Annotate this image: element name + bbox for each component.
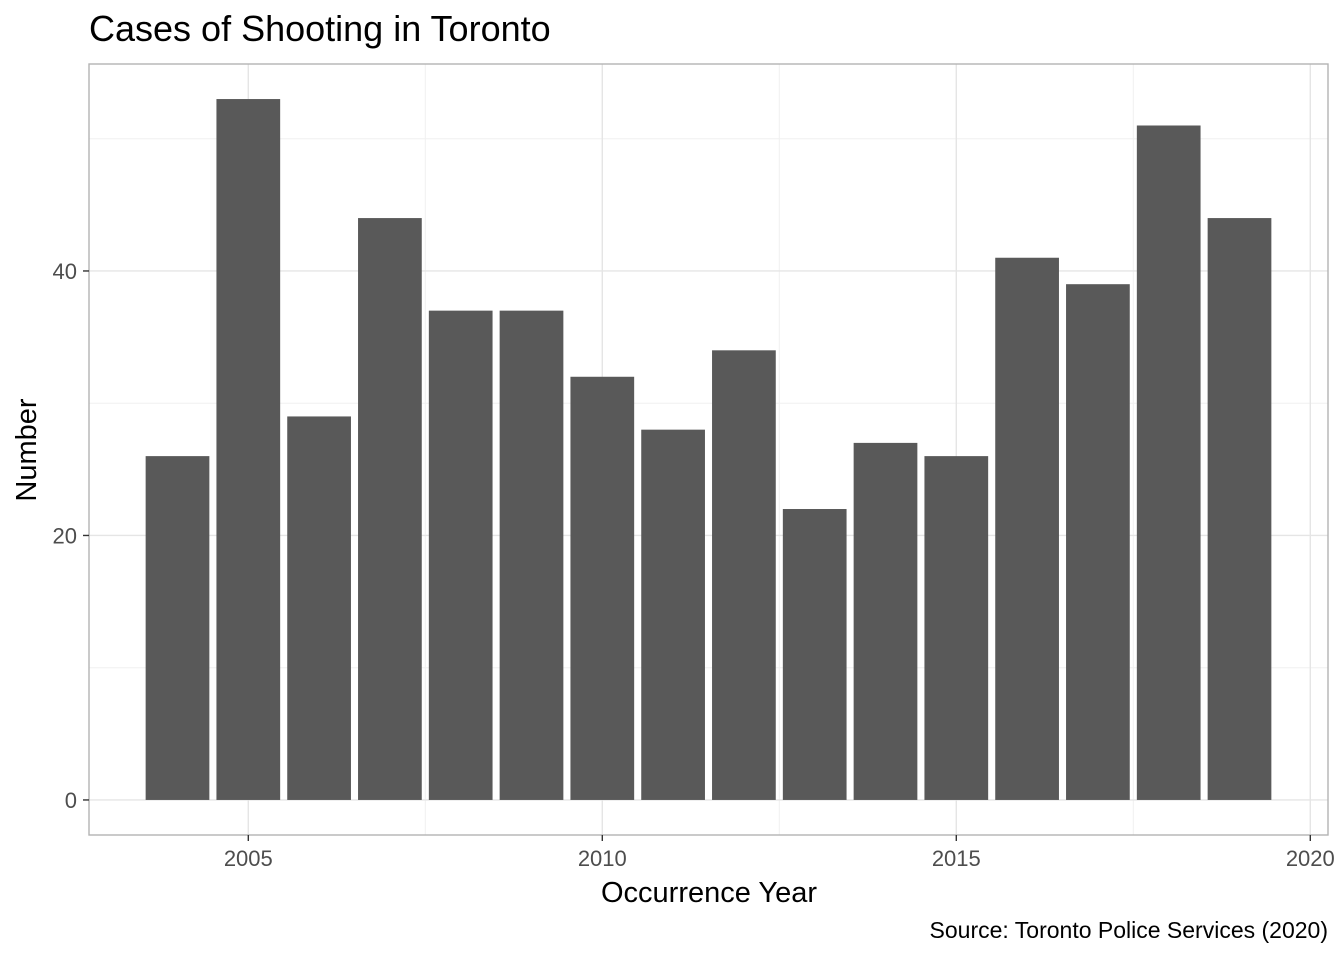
bar-2006 (287, 416, 351, 800)
x-tick-label: 2010 (578, 846, 627, 871)
bar-2012 (712, 350, 776, 800)
bar-2015 (924, 456, 989, 800)
x-axis: 2005 2010 2015 2020 (224, 835, 1335, 871)
bar-2016 (995, 257, 1059, 800)
y-tick-label: 20 (53, 523, 77, 548)
x-tick-label: 2020 (1286, 846, 1335, 871)
x-tick-label: 2015 (932, 846, 981, 871)
bar-2018 (1136, 125, 1201, 800)
bar-2004 (145, 456, 210, 800)
y-axis: 0 20 40 (53, 259, 89, 813)
bar-2011 (641, 429, 705, 800)
bar-2008 (428, 310, 493, 800)
bar-2009 (499, 310, 564, 800)
y-axis-title: Number (11, 398, 43, 501)
x-axis-title: Occurrence Year (601, 877, 817, 909)
bars (145, 99, 1272, 800)
bar-2013 (782, 509, 847, 800)
bar-2017 (1066, 284, 1130, 800)
bar-2005 (216, 99, 281, 800)
bar-2014 (853, 442, 918, 800)
panel-border (88, 63, 1329, 836)
x-tick-label: 2005 (224, 846, 273, 871)
bar-2019 (1207, 218, 1272, 800)
chart-caption: Source: Toronto Police Services (2020) (929, 917, 1328, 943)
y-tick-label: 0 (65, 788, 77, 813)
y-tick-label: 40 (53, 259, 77, 284)
bar-2007 (358, 218, 422, 800)
bar-2010 (570, 376, 635, 800)
chart-title: Cases of Shooting in Toronto (89, 8, 551, 49)
